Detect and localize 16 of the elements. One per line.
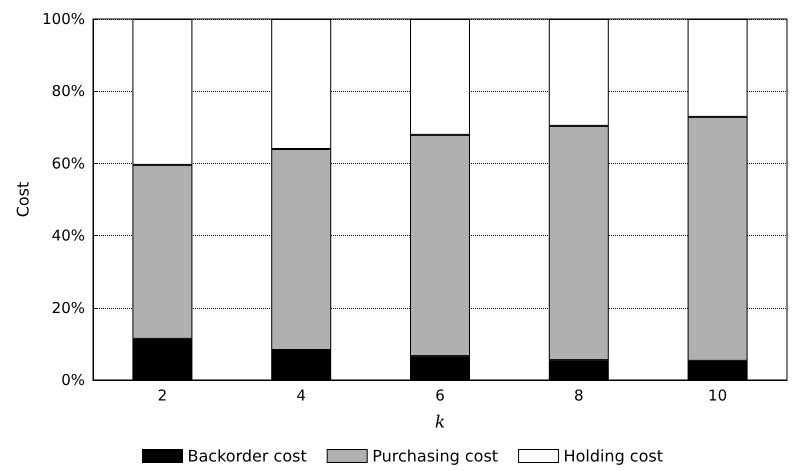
y-tick-label: 0% <box>61 371 85 389</box>
y-tick-label: 40% <box>52 226 85 245</box>
legend-label: Holding cost <box>564 446 664 466</box>
x-tick-label: 10 <box>708 386 728 404</box>
y-axis-title: Cost <box>14 182 33 218</box>
y-tick-label: 80% <box>52 82 85 100</box>
x-tick-label: 2 <box>158 386 168 404</box>
y-tick-label: 20% <box>52 298 85 317</box>
legend-label: Backorder cost <box>188 446 307 466</box>
y-tick-label: 60% <box>52 154 85 172</box>
x-axis-title: k <box>434 412 446 432</box>
legend-label: Purchasing cost <box>372 446 498 466</box>
x-tick-label: 8 <box>574 386 584 404</box>
x-tick-label: 6 <box>435 386 445 404</box>
y-tick-label: 100% <box>42 10 85 28</box>
x-tick-label: 4 <box>296 386 306 404</box>
